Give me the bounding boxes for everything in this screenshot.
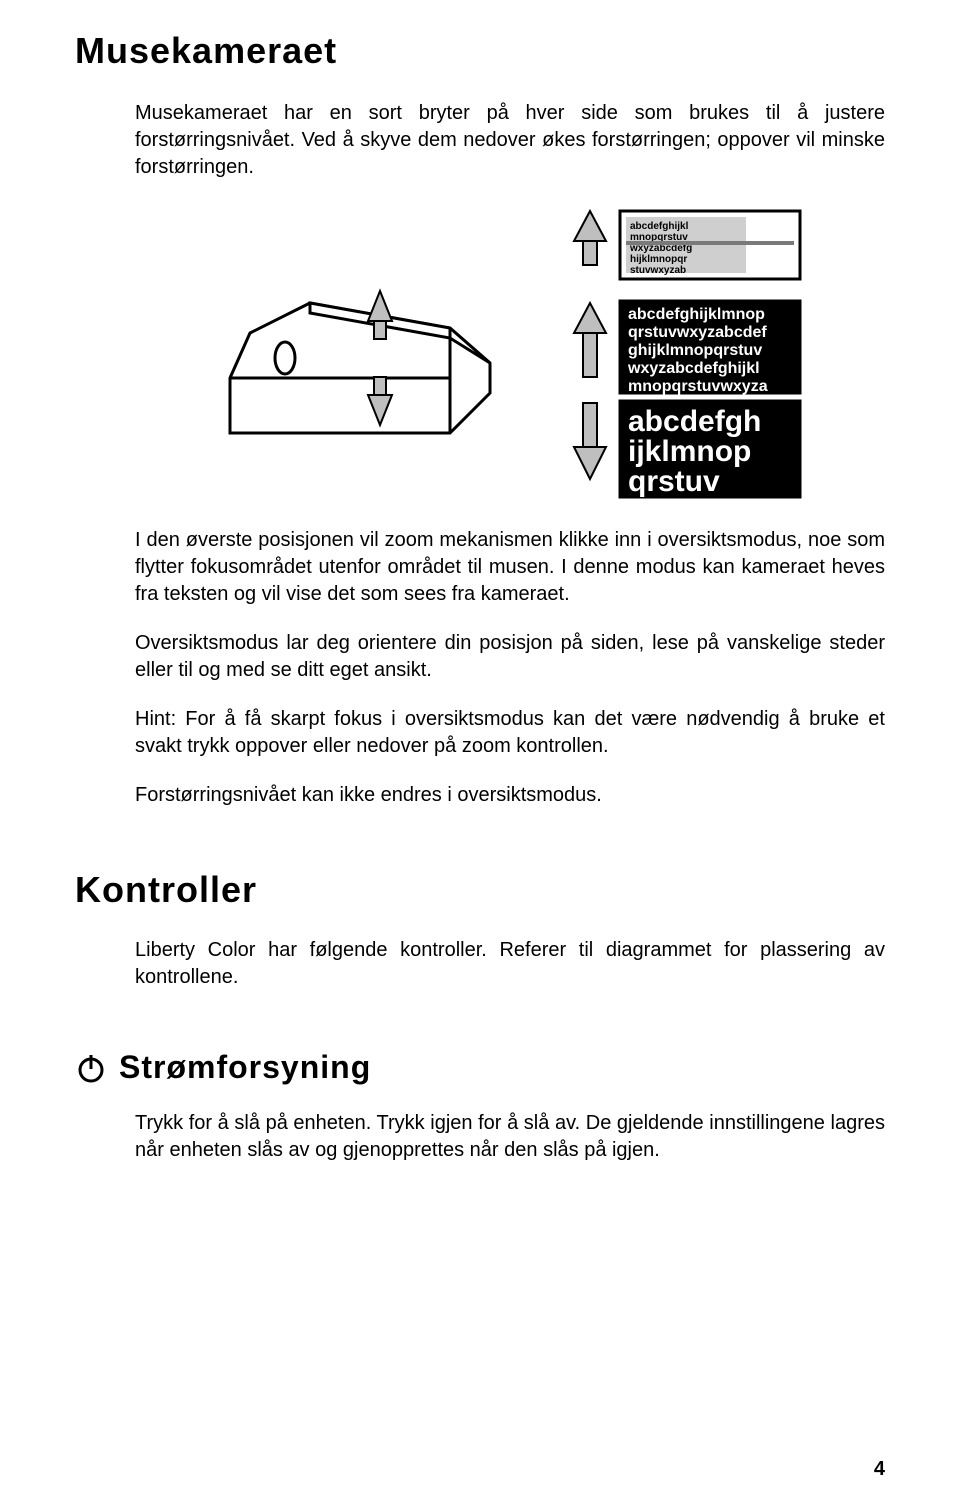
svg-text:mnopqrstuvwxyza: mnopqrstuvwxyza [628, 378, 768, 395]
diagram-svg: abcdefghijkl mnopqrstuv wxyzabcdefg hijk… [190, 203, 830, 503]
svg-text:stuvwxyzab: stuvwxyzab [630, 265, 686, 276]
heading-kontroller: Kontroller [75, 869, 885, 911]
kontroller-paragraph: Liberty Color har følgende kontroller. R… [135, 937, 885, 991]
svg-text:hijklmnopqr: hijklmnopqr [630, 254, 687, 265]
svg-text:ghijklmnopqrstuv: ghijklmnopqrstuv [628, 342, 762, 359]
svg-text:ijklmnop: ijklmnop [628, 435, 751, 468]
para-forstorring: Forstørringsnivået kan ikke endres i ove… [135, 782, 885, 809]
strom-paragraph: Trykk for å slå på enheten. Trykk igjen … [135, 1110, 885, 1164]
zoom-diagram: abcdefghijkl mnopqrstuv wxyzabcdefg hijk… [135, 203, 885, 503]
para-oversiktsmodus-1: I den øverste posisjonen vil zoom mekani… [135, 527, 885, 608]
page-number: 4 [874, 1458, 885, 1481]
power-icon [75, 1052, 107, 1084]
svg-text:qrstuvwxyzabcdef: qrstuvwxyzabcdef [628, 324, 767, 341]
svg-text:abcdefghijkl: abcdefghijkl [630, 221, 689, 232]
heading-stromforsyning: Strømforsyning [119, 1049, 371, 1086]
svg-text:abcdefgh: abcdefgh [628, 405, 761, 438]
para-oversiktsmodus-2: Oversiktsmodus lar deg orientere din pos… [135, 630, 885, 684]
svg-text:abcdefghijklmnop: abcdefghijklmnop [628, 306, 765, 323]
heading-musekameraet: Musekameraet [75, 30, 885, 72]
para-hint: Hint: For å få skarpt fokus i oversiktsm… [135, 706, 885, 760]
svg-text:qrstuv: qrstuv [628, 465, 720, 498]
svg-text:wxyzabcdefghijkl: wxyzabcdefghijkl [627, 360, 760, 377]
intro-paragraph: Musekameraet har en sort bryter på hver … [135, 100, 885, 181]
